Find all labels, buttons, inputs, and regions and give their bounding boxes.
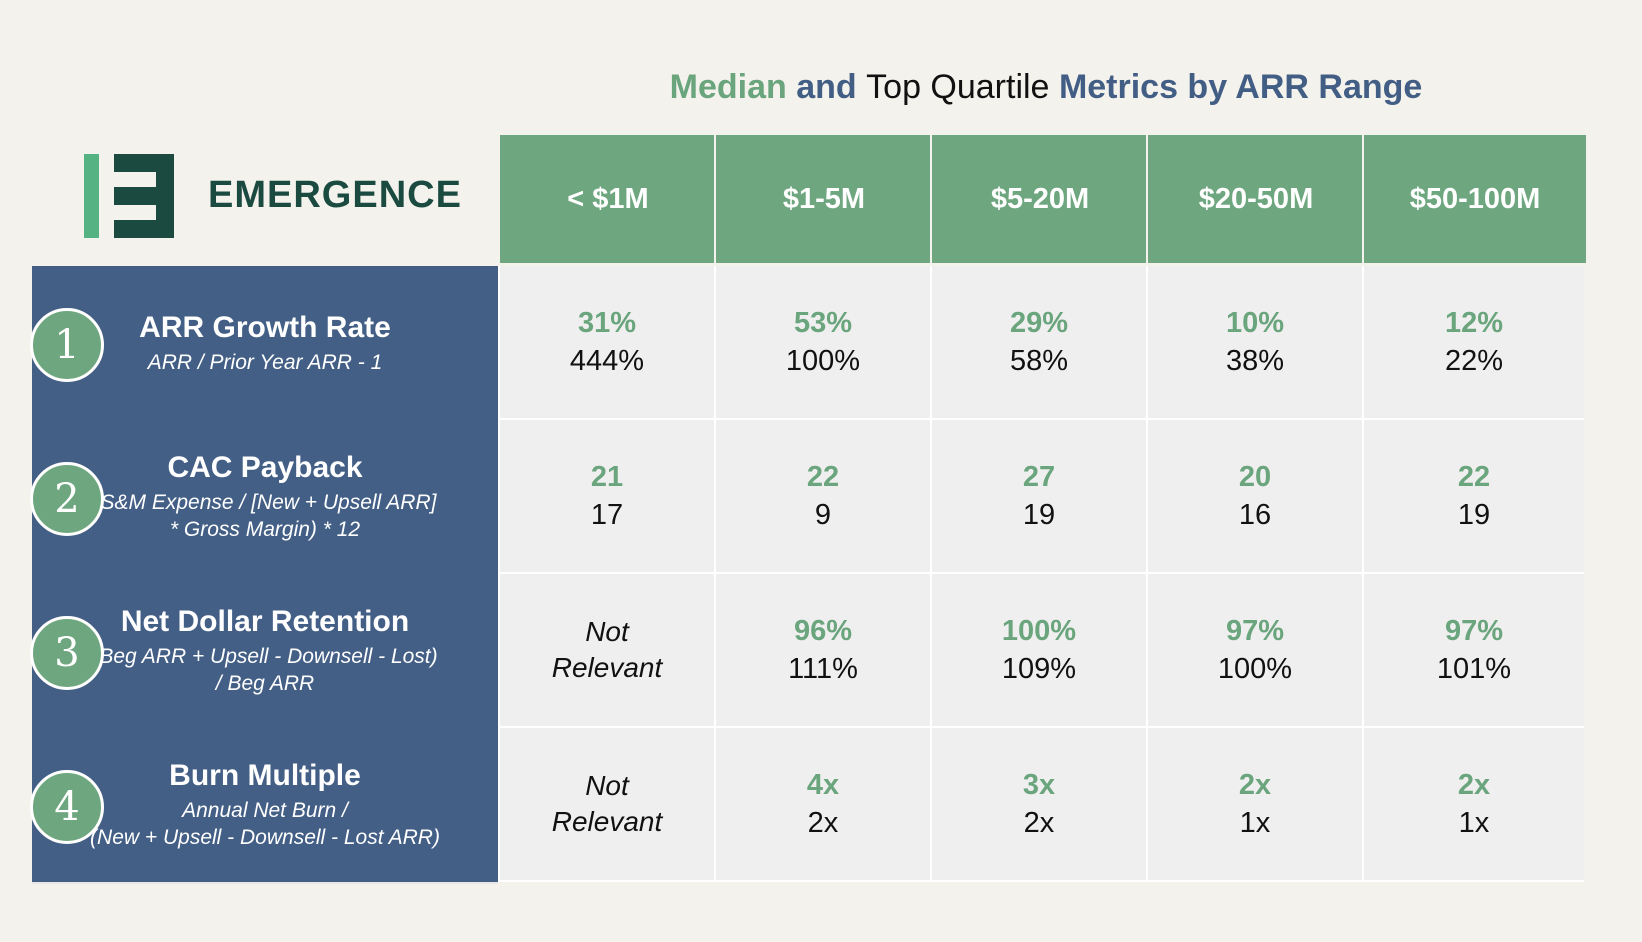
quartile-value: 2x bbox=[807, 807, 839, 839]
top-quartile-value: 2x bbox=[1457, 769, 1491, 801]
quartile-value: 444% bbox=[569, 345, 645, 377]
table-cell: Not Relevant bbox=[498, 574, 714, 728]
row-name: Net Dollar Retention bbox=[120, 605, 410, 638]
top-quartile-value: 27 bbox=[1022, 461, 1056, 493]
quartile-value: 16 bbox=[1238, 499, 1272, 531]
quartile-value: 101% bbox=[1436, 653, 1512, 685]
quartile-value: 1x bbox=[1239, 807, 1271, 839]
table-cell: 21 17 bbox=[498, 420, 714, 574]
quartile-value: 111% bbox=[788, 653, 858, 685]
row-number-badge: 2 bbox=[30, 462, 104, 536]
column-header-50-100m: $50-100M bbox=[1362, 135, 1586, 263]
row-label-arr-growth: ARR Growth Rate ARR / Prior Year ARR - 1 bbox=[32, 266, 498, 422]
table-cell: 12% 22% bbox=[1362, 266, 1584, 420]
brand-name: EMERGENCE bbox=[208, 174, 462, 216]
table-cell: 97% 101% bbox=[1362, 574, 1584, 728]
top-quartile-value: 10% bbox=[1225, 307, 1285, 339]
top-quartile-value: 29% bbox=[1009, 307, 1069, 339]
quartile-value: 38% bbox=[1225, 345, 1285, 377]
table-cell: 31% 444% bbox=[498, 266, 714, 420]
top-quartile-value: 12% bbox=[1444, 307, 1504, 339]
table-cell: 96% 111% bbox=[714, 574, 930, 728]
column-header-20-50m: $20-50M bbox=[1146, 135, 1364, 263]
table-cell: 97% 100% bbox=[1146, 574, 1362, 728]
column-header-5-20m: $5-20M bbox=[930, 135, 1148, 263]
not-relevant-text: Relevant bbox=[551, 652, 663, 683]
top-quartile-value: 31% bbox=[577, 307, 637, 339]
column-header-lt-1m: < $1M bbox=[498, 135, 716, 263]
table-cell: 2x 1x bbox=[1146, 728, 1362, 882]
not-relevant-text: Relevant bbox=[551, 806, 663, 837]
table-cell: 29% 58% bbox=[930, 266, 1146, 420]
row-label-net-dollar-retention: Net Dollar Retention (Beg ARR + Upsell -… bbox=[32, 574, 498, 730]
top-quartile-value: 100% bbox=[1001, 615, 1077, 647]
row-number-badge: 4 bbox=[30, 770, 104, 844]
table-cell: 4x 2x bbox=[714, 728, 930, 882]
quartile-value: 58% bbox=[1009, 345, 1069, 377]
row-label-cac-payback: CAC Payback (S&M Expense / [New + Upsell… bbox=[32, 420, 498, 576]
table-cell: 2x 1x bbox=[1362, 728, 1584, 882]
top-quartile-value: 22 bbox=[1457, 461, 1491, 493]
top-quartile-value: 53% bbox=[793, 307, 853, 339]
row-formula: ARR / Prior Year ARR - 1 bbox=[147, 350, 383, 374]
quartile-value: 1x bbox=[1458, 807, 1490, 839]
title-metrics: Metrics by ARR Range bbox=[1058, 68, 1423, 106]
quartile-value: 2x bbox=[1023, 807, 1055, 839]
table-cell: 10% 38% bbox=[1146, 266, 1362, 420]
row-formula: (S&M Expense / [New + Upsell ARR] bbox=[93, 491, 437, 514]
quartile-value: 109% bbox=[1001, 653, 1077, 685]
top-quartile-value: 2x bbox=[1238, 769, 1272, 801]
top-quartile-value: 22 bbox=[806, 461, 840, 493]
quartile-value: 19 bbox=[1022, 499, 1056, 531]
table-cell: 22 19 bbox=[1362, 420, 1584, 574]
top-quartile-value: 3x bbox=[1022, 769, 1056, 801]
row-name: CAC Payback bbox=[167, 451, 363, 484]
table-cell: 22 9 bbox=[714, 420, 930, 574]
table-cell: 100% 109% bbox=[930, 574, 1146, 728]
quartile-value: 100% bbox=[785, 345, 861, 377]
row-formula: Annual Net Burn / bbox=[182, 799, 348, 822]
table-cell: Not Relevant bbox=[498, 728, 714, 882]
top-quartile-value: 96% bbox=[793, 615, 853, 647]
table-cell: 3x 2x bbox=[930, 728, 1146, 882]
not-relevant-text: Not bbox=[585, 616, 629, 647]
metrics-table: < $1M $1-5M $5-20M $20-50M $50-100M ARR … bbox=[30, 135, 1592, 892]
row-formula-line2: / Beg ARR bbox=[215, 672, 315, 695]
page-title: Median and Top Quartile Metrics by ARR R… bbox=[500, 68, 1592, 107]
row-number-badge: 3 bbox=[30, 616, 104, 690]
emergence-logo-icon bbox=[84, 154, 174, 238]
quartile-value: 9 bbox=[814, 499, 832, 531]
quartile-value: 100% bbox=[1217, 653, 1293, 685]
title-top-quartile: Top Quartile bbox=[866, 68, 1050, 106]
row-label-burn-multiple: Burn Multiple Annual Net Burn / (New + U… bbox=[32, 728, 498, 884]
table-cell: 27 19 bbox=[930, 420, 1146, 574]
table-cell: 53% 100% bbox=[714, 266, 930, 420]
row-number-badge: 1 bbox=[30, 308, 104, 382]
title-and: and bbox=[796, 68, 857, 106]
column-header-1-5m: $1-5M bbox=[714, 135, 932, 263]
quartile-value: 17 bbox=[590, 499, 624, 531]
quartile-value: 22% bbox=[1444, 345, 1504, 377]
row-name: Burn Multiple bbox=[169, 759, 361, 792]
top-quartile-value: 4x bbox=[806, 769, 840, 801]
emergence-logo: EMERGENCE bbox=[84, 154, 464, 238]
table-cell: 20 16 bbox=[1146, 420, 1362, 574]
top-quartile-value: 21 bbox=[590, 461, 624, 493]
row-formula-line2: (New + Upsell - Downsell - Lost ARR) bbox=[90, 826, 440, 849]
not-relevant-text: Not bbox=[585, 770, 629, 801]
row-name: ARR Growth Rate bbox=[139, 310, 391, 344]
top-quartile-value: 20 bbox=[1238, 461, 1272, 493]
top-quartile-value: 97% bbox=[1444, 615, 1504, 647]
title-median: Median bbox=[669, 68, 787, 106]
row-formula: (Beg ARR + Upsell - Downsell - Lost) bbox=[92, 645, 438, 668]
top-quartile-value: 97% bbox=[1225, 615, 1285, 647]
row-formula-line2: * Gross Margin) * 12 bbox=[169, 518, 361, 541]
quartile-value: 19 bbox=[1457, 499, 1491, 531]
